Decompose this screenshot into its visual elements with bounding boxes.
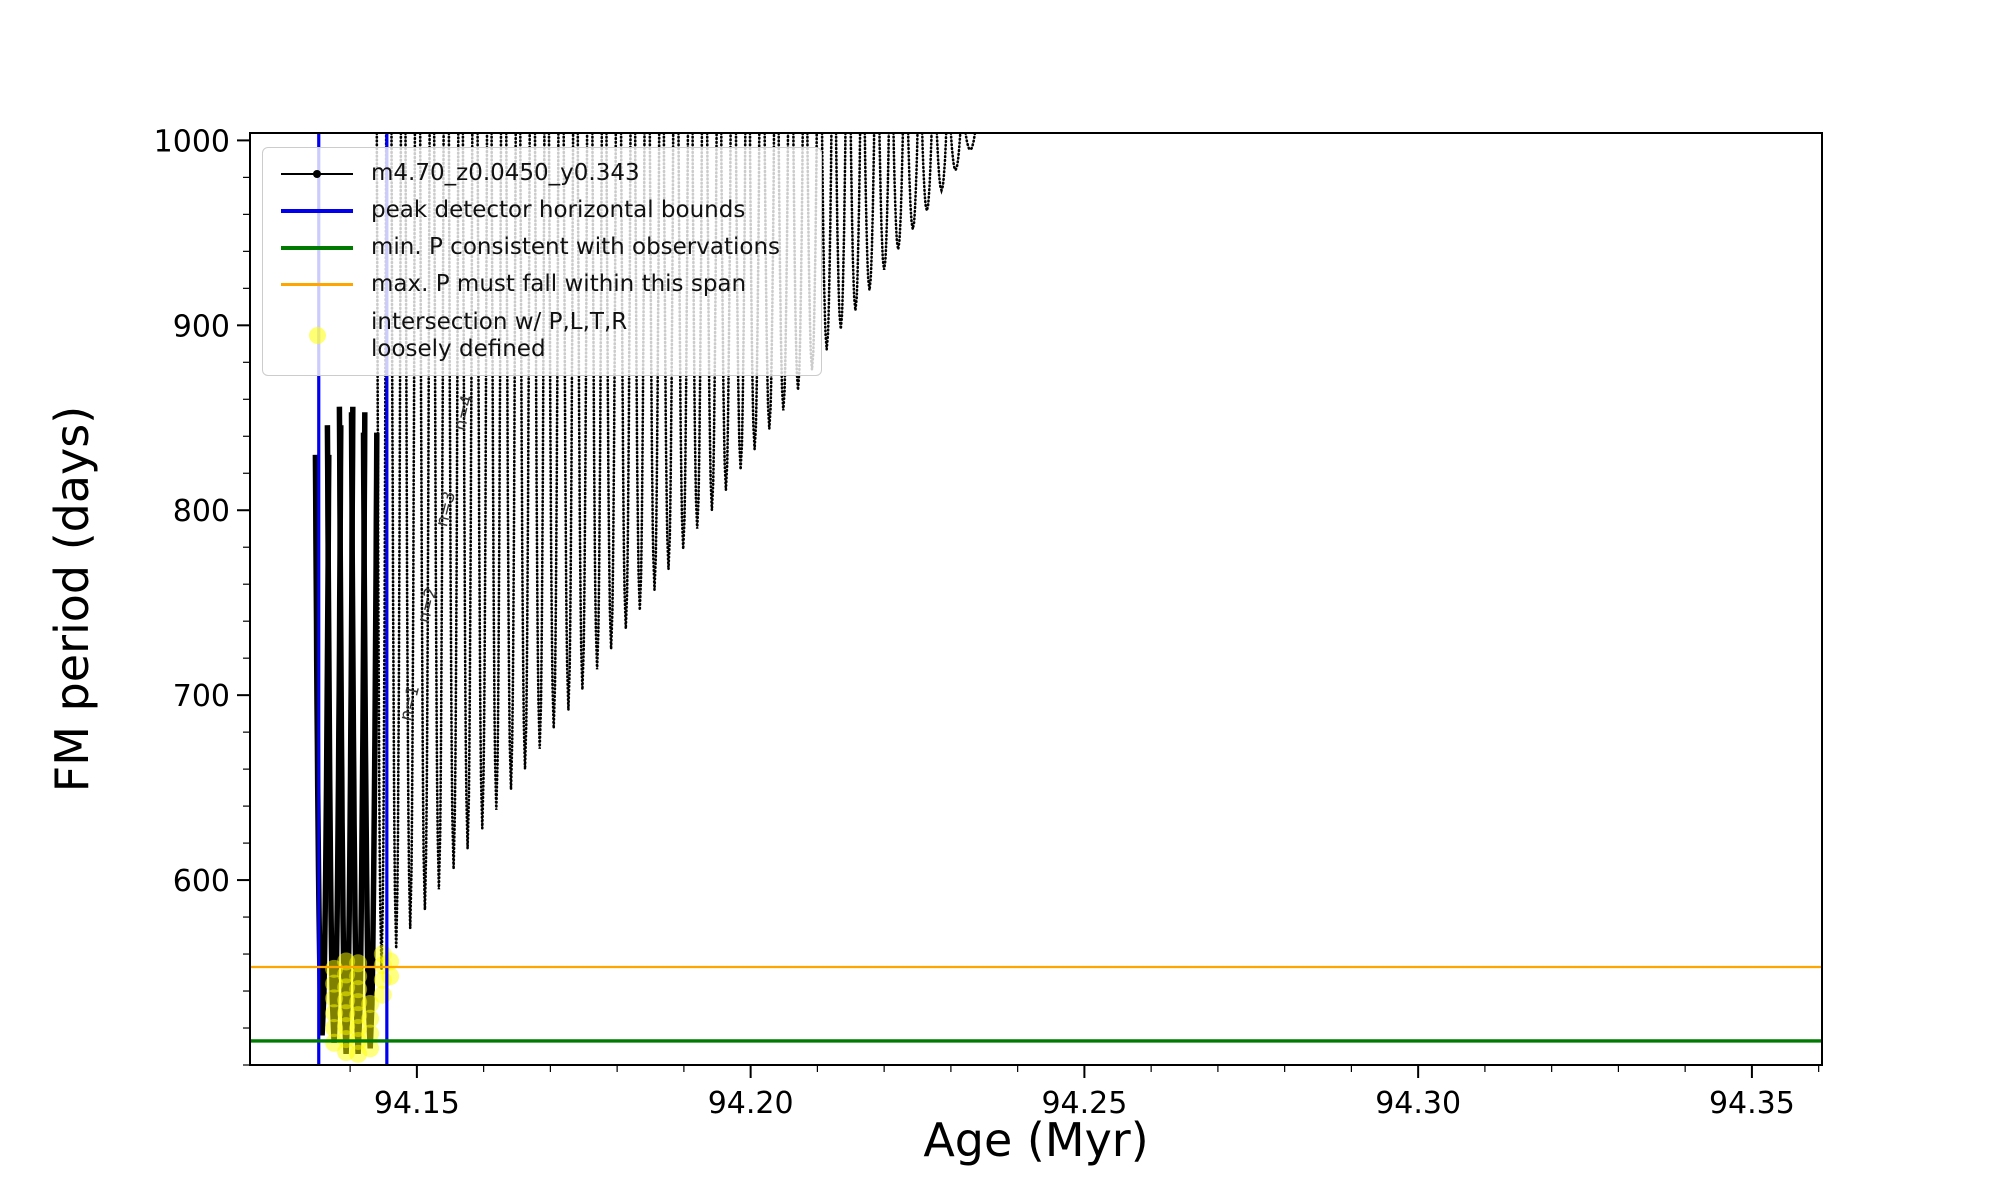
legend-label-min-p: min. P consistent with observations [371,234,781,261]
svg-text:600: 600 [173,864,230,899]
max-p-swatch [281,272,353,298]
legend-item-intersection: intersection w/ P,L,T,R loosely defined [281,309,803,363]
series-line-swatch [281,161,353,187]
svg-text:94.30: 94.30 [1375,1086,1461,1121]
axes-frame [249,132,1823,1066]
svg-text:900: 900 [173,309,230,344]
svg-text:700: 700 [173,679,230,714]
svg-text:800: 800 [173,494,230,529]
svg-text:n=1: n=1 [396,683,424,723]
svg-text:n=2: n=2 [414,585,442,625]
series-marker-dot-icon [313,169,321,178]
legend-label-series: m4.70_z0.0450_y0.343 [371,160,640,186]
axis-ticks: 94.15 94.20 94.25 94.30 94.35 600 700 800 900 100… [154,124,1820,1121]
min-p-swatch [281,235,353,261]
svg-text:94.15: 94.15 [374,1086,460,1121]
svg-text:n=4: n=4 [450,393,478,433]
peak-bounds-swatch [281,198,353,224]
svg-text:1000: 1000 [154,124,230,159]
series-line-icon [281,169,353,178]
legend-item-min-p: min. P consistent with observations [281,234,803,261]
legend-item-series: m4.70_z0.0450_y0.343 [281,160,803,187]
blue-line-icon [281,208,353,213]
legend-label-peak-bounds: peak detector horizontal bounds [371,197,746,224]
svg-text:94.35: 94.35 [1709,1086,1795,1121]
svg-text:94.20: 94.20 [708,1086,794,1121]
legend-item-peak-bounds: peak detector horizontal bounds [281,197,803,224]
green-line-icon [281,245,353,250]
intersection-swatch [281,323,353,349]
yellow-dot-icon [308,327,326,345]
y-axis-label: FM period (days) [45,406,99,792]
legend-label-intersection: intersection w/ P,L,T,R loosely defined [371,308,628,362]
legend-item-max-p: max. P must fall within this span [281,271,803,298]
x-axis-label: Age (Myr) [923,1113,1148,1167]
svg-text:94.25: 94.25 [1041,1086,1127,1121]
orange-line-icon [281,283,353,287]
legend: m4.70_z0.0450_y0.343 peak detector horiz… [262,147,822,376]
legend-label-max-p: max. P must fall within this span [371,271,747,298]
